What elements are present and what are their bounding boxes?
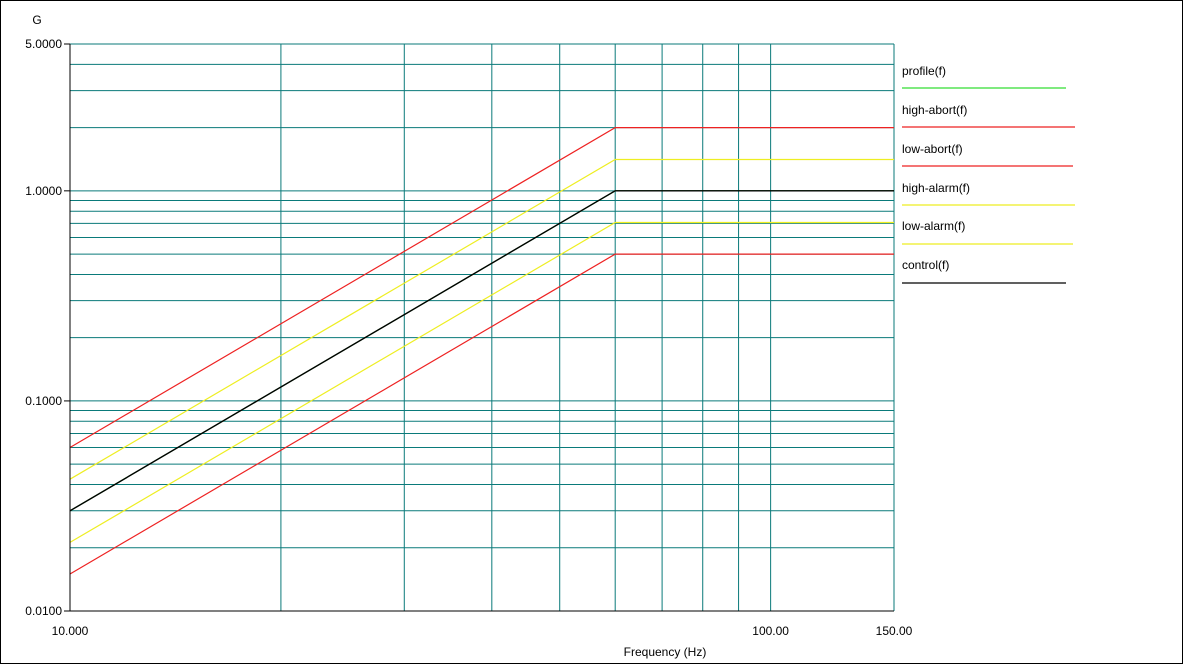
- series-line-low-abortf: [69, 253, 894, 575]
- legend-label: high-alarm(f): [902, 181, 970, 195]
- y-tick-label: 1.0000: [25, 184, 62, 198]
- tick-layer: 5.0000 1.0000 0.1000 0.0100 10.000 100.00 150.…: [25, 37, 912, 638]
- y-tick-label: 0.0100: [25, 604, 62, 618]
- legend-label: low-abort(f): [902, 142, 963, 156]
- x-axis-label: Frequency (Hz): [624, 645, 707, 659]
- legend-label: profile(f): [902, 64, 946, 78]
- x-tick-label: 100.00: [752, 624, 789, 638]
- series-layer: [69, 126, 894, 575]
- y-axis-label: G: [32, 13, 41, 27]
- series-line-high-abortf: [69, 126, 894, 449]
- x-tick-label: 150.00: [876, 624, 913, 638]
- axes-layer: [69, 44, 894, 612]
- legend-label: low-alarm(f): [902, 219, 965, 233]
- series-line-low-alarmf: [69, 221, 894, 543]
- legend: profile(f) high-abort(f) low-abort(f) high-…: [902, 64, 1075, 284]
- y-tick-label: 5.0000: [25, 37, 62, 51]
- grid-layer: [70, 43, 895, 611]
- series-line-controlf: [69, 190, 894, 512]
- y-tick-label: 0.1000: [25, 394, 62, 408]
- legend-label: control(f): [902, 258, 949, 272]
- legend-label: high-abort(f): [902, 103, 967, 117]
- series-line-high-alarmf: [69, 158, 894, 480]
- x-tick-label: 10.000: [52, 624, 89, 638]
